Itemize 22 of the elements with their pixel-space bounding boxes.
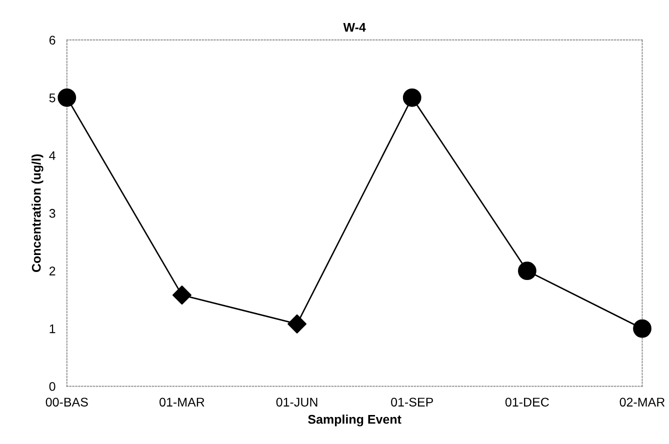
y-tick-label: 5 [49, 94, 56, 102]
y-tick-label: 6 [49, 36, 56, 45]
y-tick-label: 2 [49, 266, 56, 276]
point [518, 262, 536, 280]
x-tick-label: 02-MAR [620, 398, 665, 407]
y-tick-label: 3 [49, 208, 56, 218]
x-tick-label: 00-BAS [46, 398, 88, 407]
x-tick-label: 01-JUN [276, 398, 318, 407]
y-tick-label: 1 [50, 324, 56, 334]
x-tick-label: 01-DEC [505, 398, 549, 407]
y-axis-title: Concentration (ug/l) [32, 154, 44, 272]
point [633, 319, 652, 338]
x-tick-label: 01-SEP [391, 398, 433, 407]
x-axis-title: Sampling Event [308, 414, 402, 426]
y-tick-label: 4 [49, 151, 56, 160]
point [402, 88, 422, 107]
point [288, 314, 307, 334]
point [172, 286, 192, 305]
x-tick-label: 01-MAR [160, 398, 204, 407]
point [58, 88, 76, 107]
chart-title: W-4 [343, 23, 366, 32]
y-tick-label: 0 [49, 382, 56, 391]
